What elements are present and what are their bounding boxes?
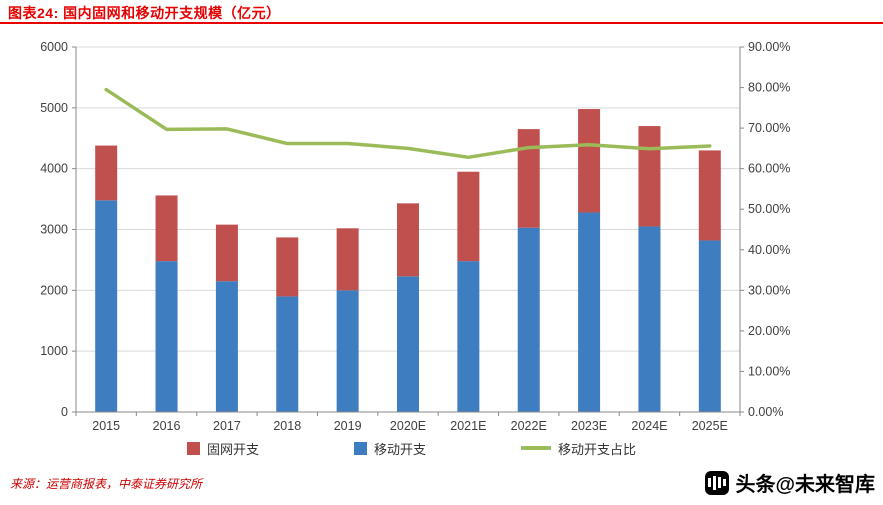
line-mobile-ratio — [104, 87, 712, 160]
bar-fixed — [95, 145, 118, 201]
bar-mobile — [215, 281, 238, 412]
bar-mobile — [517, 227, 540, 412]
legend-marker-mobile-spend — [353, 441, 367, 455]
chart-canvas: 0 1000 2000 3000 4000 5000 6000 0.00% 10.00% 20.0… — [6, 32, 826, 437]
svg-text:50.00%: 50.00% — [748, 202, 790, 216]
bar-fixed — [638, 126, 661, 227]
bar-fixed — [155, 195, 178, 262]
svg-text:0.00%: 0.00% — [748, 405, 783, 419]
svg-text:3000: 3000 — [40, 223, 68, 237]
svg-text:6000: 6000 — [40, 40, 68, 54]
page-title: 图表24: 国内固网和移动开支规模（亿元） — [8, 5, 281, 21]
svg-text:80.00%: 80.00% — [748, 81, 790, 95]
bar-fixed — [517, 129, 540, 228]
svg-text:2016: 2016 — [153, 419, 181, 433]
chart-legend: 固网开支 移动开支 移动开支占比 — [0, 437, 823, 459]
svg-text:20.00%: 20.00% — [748, 324, 790, 338]
svg-text:90.00%: 90.00% — [748, 40, 790, 54]
left-axis-labels: 0 1000 2000 3000 4000 5000 6000 — [40, 40, 68, 419]
bar-mobile — [397, 276, 419, 412]
bar-mobile — [578, 212, 601, 412]
legend-label-fixed-spend: 固网开支 — [206, 441, 259, 457]
bar-fixed — [336, 228, 359, 291]
watermark-text: 头条@未来智库 — [735, 474, 875, 496]
bar-mobile — [276, 296, 299, 412]
source-note: 来源：运营商报表，中泰证券研究所 — [10, 477, 203, 491]
legend-label-mobile-spend: 移动开支 — [373, 441, 426, 457]
chart-svg: 0 1000 2000 3000 4000 5000 6000 0.00% 10.00% 20.0… — [40, 40, 790, 433]
legend-marker-mobile-ratio — [521, 446, 551, 450]
svg-text:2022E: 2022E — [511, 419, 547, 433]
svg-text:2019: 2019 — [334, 419, 362, 433]
bar-mobile — [95, 200, 118, 412]
bars-mobile-spend — [95, 200, 721, 412]
svg-text:2024E: 2024E — [631, 419, 667, 433]
bars-fixed-spend — [95, 109, 721, 297]
svg-text:2020E: 2020E — [390, 419, 426, 433]
bar-mobile — [698, 240, 721, 412]
toutiao-logo-icon — [705, 470, 730, 495]
bar-fixed — [457, 171, 480, 262]
svg-text:1000: 1000 — [40, 344, 68, 358]
legend-item-mobile-spend: 移动开支 — [353, 439, 426, 458]
bar-mobile — [638, 226, 661, 412]
right-axis-labels: 0.00% 10.00% 20.00% 30.00% 40.00% 50.00% 60.00… — [748, 40, 790, 419]
legend-item-mobile-ratio: 移动开支占比 — [521, 439, 636, 458]
svg-text:4000: 4000 — [40, 162, 68, 176]
svg-text:2015: 2015 — [92, 419, 120, 433]
svg-text:5000: 5000 — [40, 101, 68, 115]
svg-text:2017: 2017 — [213, 419, 241, 433]
bar-fixed — [215, 224, 238, 282]
bar-mobile — [155, 261, 178, 412]
svg-text:40.00%: 40.00% — [748, 243, 790, 257]
bar-fixed — [397, 203, 419, 277]
bar-fixed — [276, 237, 299, 297]
bar-fixed — [698, 150, 721, 241]
svg-text:2023E: 2023E — [571, 419, 607, 433]
watermark: 头条@未来智库 — [705, 468, 875, 497]
legend-marker-fixed-spend — [186, 441, 200, 455]
bar-mobile — [336, 290, 359, 412]
axes — [72, 46, 744, 416]
svg-text:60.00%: 60.00% — [748, 162, 790, 176]
bar-fixed — [578, 109, 601, 213]
bar-mobile — [457, 261, 480, 412]
legend-item-fixed-spend: 固网开支 — [186, 439, 259, 458]
svg-text:2025E: 2025E — [692, 419, 728, 433]
svg-text:0: 0 — [61, 405, 68, 419]
chart-header: 图表24: 国内固网和移动开支规模（亿元） — [0, 0, 883, 24]
svg-text:2000: 2000 — [40, 283, 68, 297]
svg-text:10.00%: 10.00% — [748, 364, 790, 378]
svg-text:2021E: 2021E — [450, 419, 486, 433]
svg-text:30.00%: 30.00% — [748, 283, 790, 297]
svg-text:2018: 2018 — [273, 419, 301, 433]
x-axis-labels: 2015 2016 2017 2018 2019 2020E 2021E 2022E 2023E… — [92, 419, 728, 433]
legend-label-mobile-ratio: 移动开支占比 — [558, 441, 637, 457]
svg-text:70.00%: 70.00% — [748, 121, 790, 135]
